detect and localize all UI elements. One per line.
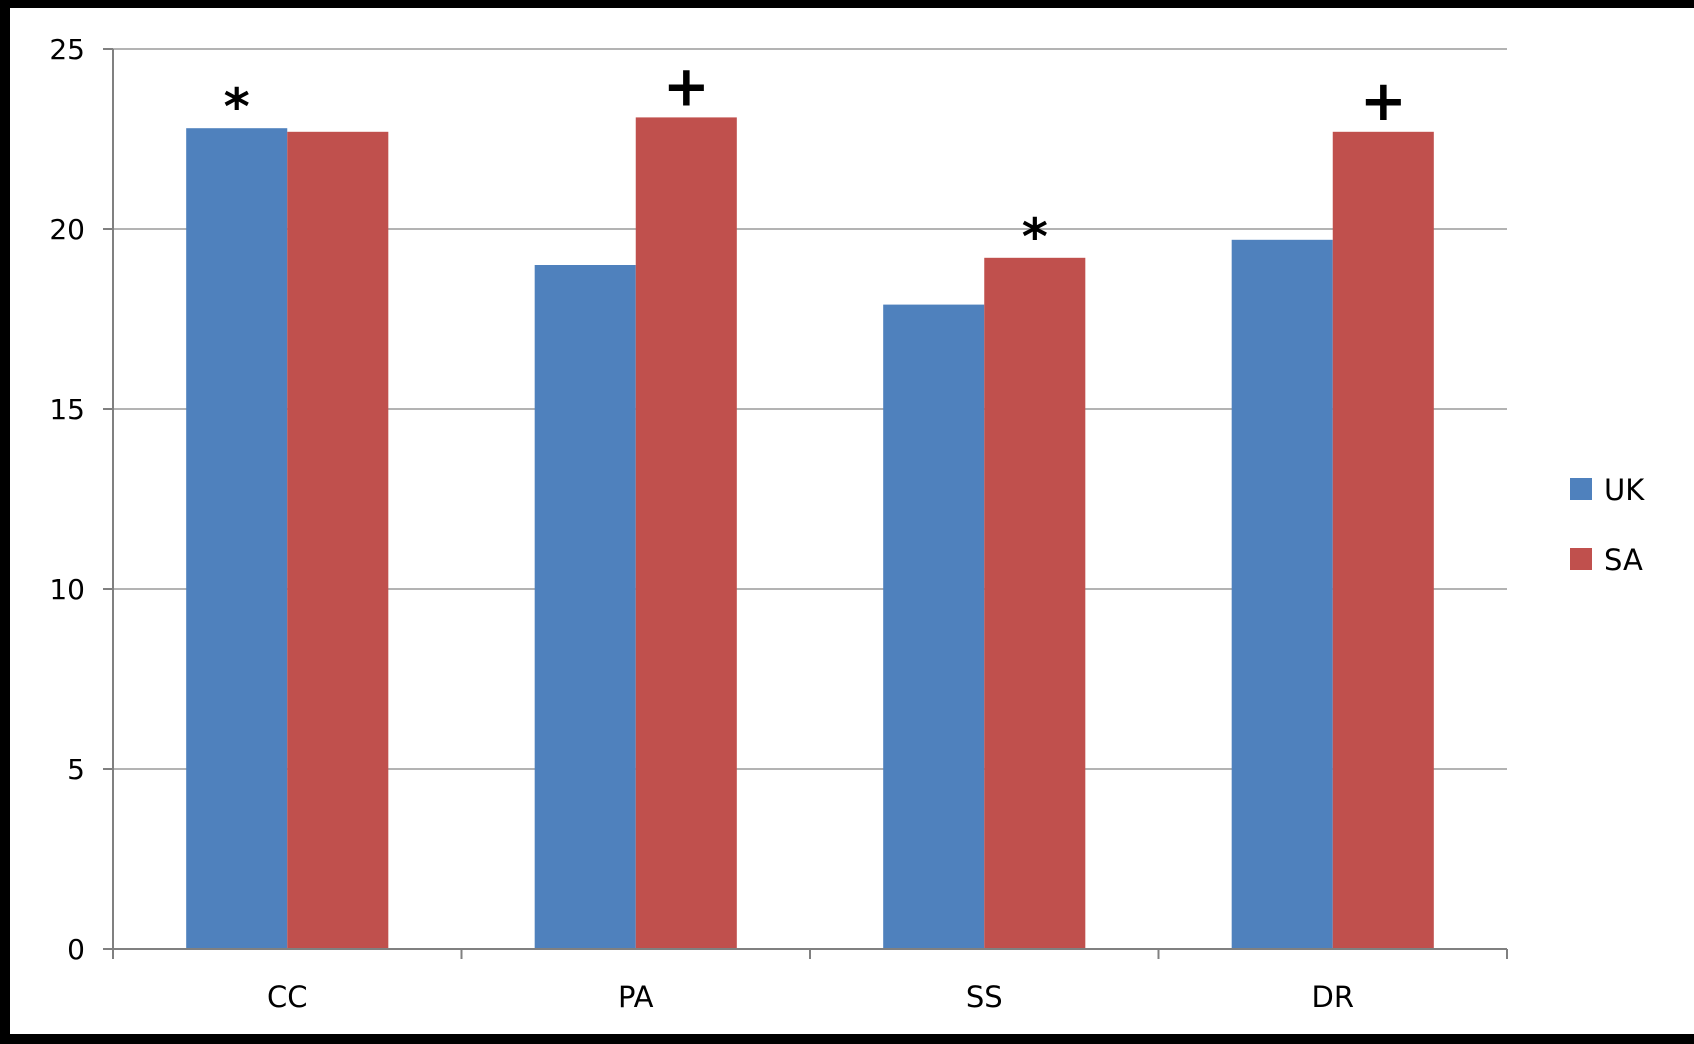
legend-swatch-uk	[1570, 478, 1592, 500]
significance-plus: +	[1360, 69, 1407, 134]
bar-sa-dr	[1332, 131, 1434, 950]
legend: UK SA	[1570, 473, 1645, 577]
x-category-label: DR	[1312, 980, 1354, 1014]
bar-uk-cc	[186, 128, 288, 949]
y-tick-label: 25	[49, 33, 85, 66]
significance-asterisk: *	[1022, 208, 1048, 266]
chart-area: 0 5 10 15 20 25 CC PA SS DR * + * + UK SA	[10, 8, 1694, 1034]
significance-asterisk: *	[224, 78, 250, 136]
bar-uk-pa	[534, 265, 636, 949]
legend-swatch-sa	[1570, 548, 1592, 570]
bar-sa-pa	[635, 117, 737, 949]
bar-chart: 0 5 10 15 20 25 CC PA SS DR * + * + UK SA	[49, 33, 1645, 1014]
y-tick-label: 20	[49, 213, 85, 246]
significance-plus: +	[663, 54, 710, 119]
y-tick-label: 10	[49, 573, 85, 606]
x-category-label: CC	[267, 980, 308, 1014]
x-category-label: SS	[966, 980, 1003, 1014]
legend-label-uk: UK	[1604, 473, 1645, 507]
bars	[186, 117, 1434, 950]
y-tick-label: 5	[67, 753, 85, 786]
axes	[103, 48, 1508, 959]
bar-uk-dr	[1231, 239, 1333, 950]
x-category-label: PA	[618, 980, 654, 1014]
bar-sa-ss	[984, 257, 1086, 949]
y-tick-label: 0	[67, 933, 85, 966]
axis-labels: 0 5 10 15 20 25 CC PA SS DR	[49, 33, 1354, 1014]
y-tick-label: 15	[49, 393, 85, 426]
annotations: * + * +	[224, 54, 1407, 265]
bar-uk-ss	[883, 304, 985, 950]
bar-sa-cc	[287, 131, 389, 950]
legend-label-sa: SA	[1604, 543, 1643, 577]
